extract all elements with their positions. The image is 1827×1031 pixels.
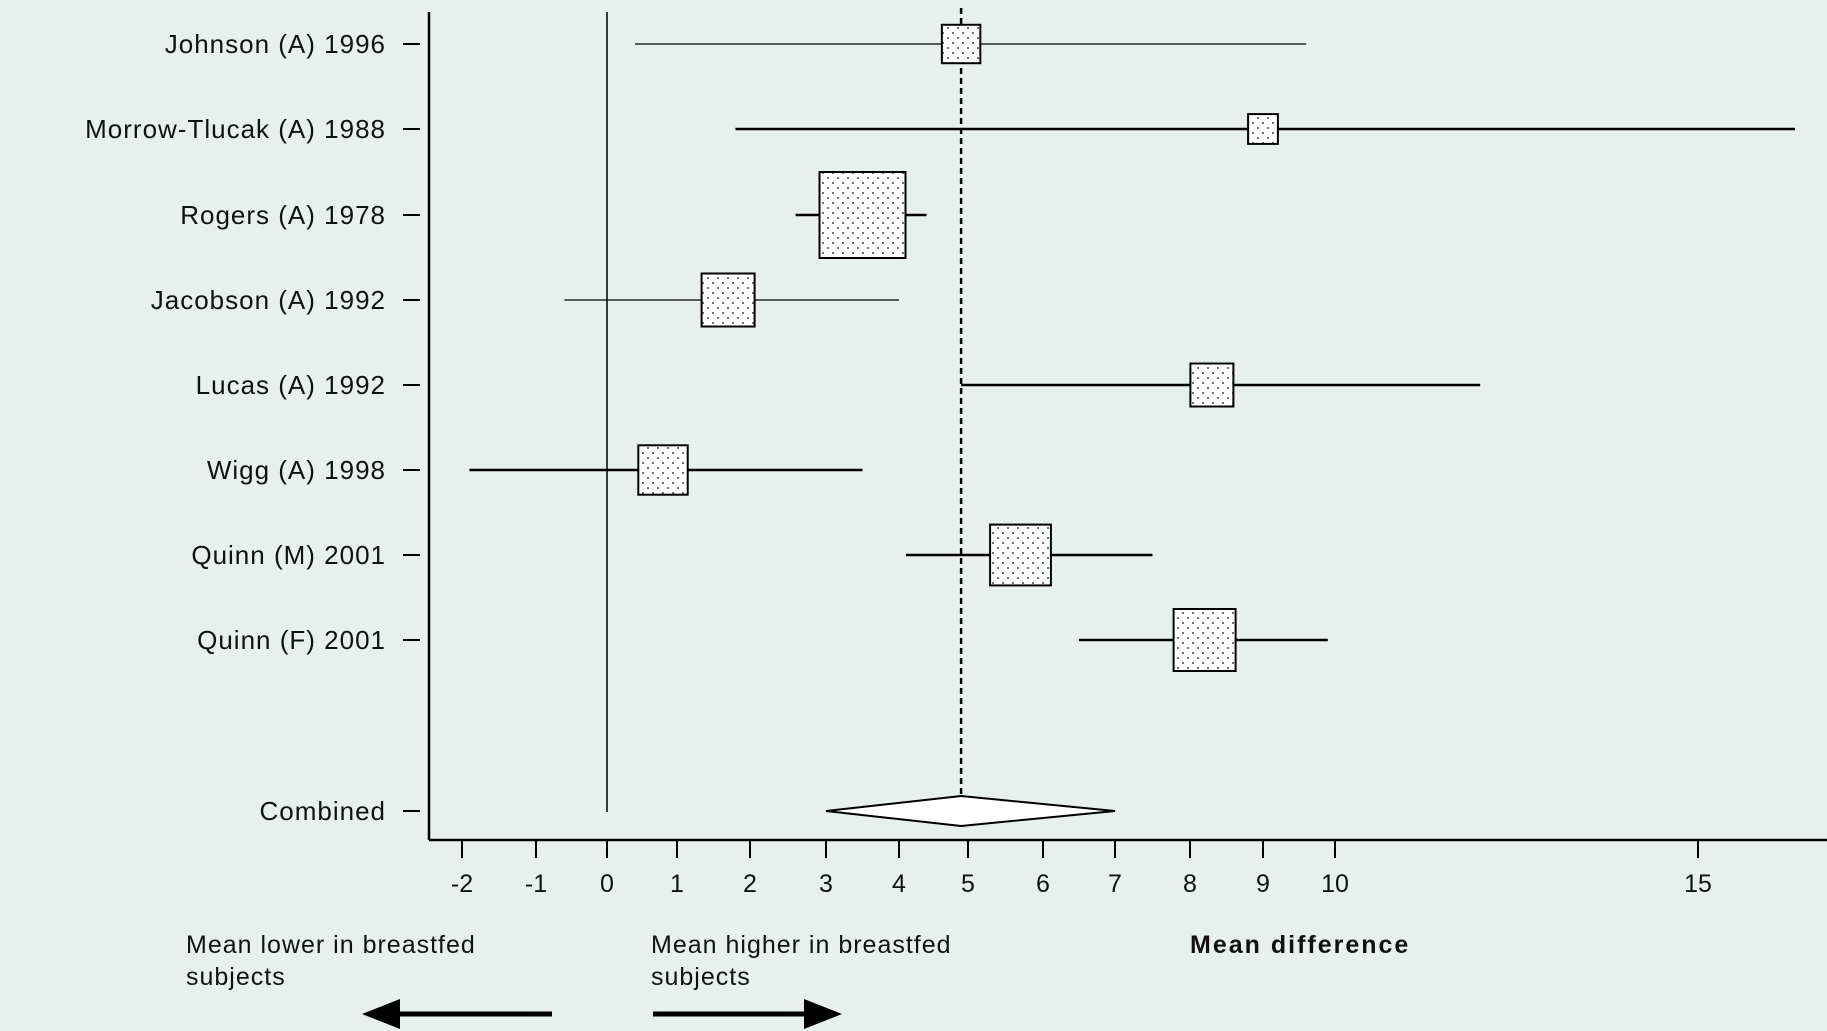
study-weight-box bbox=[818, 171, 907, 259]
study-row: Rogers (A) 1978 bbox=[180, 171, 927, 259]
annotation-higher-line1: Mean higher in breastfed bbox=[651, 931, 952, 959]
x-tick-label: 6 bbox=[1036, 870, 1050, 898]
study-weight-box bbox=[989, 523, 1052, 587]
study-weight-box bbox=[1172, 607, 1237, 673]
study-weight-box bbox=[1247, 113, 1279, 145]
x-tick-label: 3 bbox=[819, 870, 833, 898]
combined-label: Combined bbox=[259, 796, 386, 826]
study-row: Johnson (A) 1996 bbox=[165, 23, 1307, 65]
x-tick-label: 7 bbox=[1108, 870, 1122, 898]
study-weight-box bbox=[940, 23, 982, 65]
x-tick-label: -2 bbox=[451, 870, 473, 898]
study-label: Quinn (M) 2001 bbox=[191, 540, 386, 570]
annotation-lower-line2: subjects bbox=[186, 963, 286, 991]
arrow-left-icon bbox=[362, 999, 552, 1029]
x-tick-label: 15 bbox=[1684, 870, 1712, 898]
study-row: Wigg (A) 1998 bbox=[207, 444, 863, 496]
study-row: Quinn (F) 2001 bbox=[197, 607, 1328, 673]
x-axis-title: Mean difference bbox=[1190, 931, 1410, 959]
x-tick-label: 1 bbox=[670, 870, 684, 898]
x-tick-label: -1 bbox=[525, 870, 547, 898]
study-label: Rogers (A) 1978 bbox=[180, 200, 386, 230]
study-weight-box bbox=[700, 272, 756, 328]
study-label: Johnson (A) 1996 bbox=[165, 29, 386, 59]
study-label: Wigg (A) 1998 bbox=[207, 455, 386, 485]
combined-diamond bbox=[825, 794, 1116, 828]
study-weight-box bbox=[1189, 362, 1235, 408]
annotation-lower-line1: Mean lower in breastfed bbox=[186, 931, 476, 959]
study-label: Quinn (F) 2001 bbox=[197, 625, 386, 655]
x-tick-label: 4 bbox=[892, 870, 906, 898]
annotation-higher-line2: subjects bbox=[651, 963, 751, 991]
study-row: Morrow-Tlucak (A) 1988 bbox=[85, 113, 1795, 145]
study-row: Quinn (M) 2001 bbox=[191, 523, 1153, 587]
x-tick-label: 0 bbox=[600, 870, 614, 898]
x-tick-label: 9 bbox=[1256, 870, 1270, 898]
study-weight-box bbox=[637, 444, 689, 496]
x-tick-label: 2 bbox=[743, 870, 757, 898]
study-label: Jacobson (A) 1992 bbox=[151, 285, 386, 315]
x-tick-label: 5 bbox=[961, 870, 975, 898]
study-row: Lucas (A) 1992 bbox=[196, 362, 1481, 408]
study-row: Jacobson (A) 1992 bbox=[151, 272, 899, 328]
x-tick-label: 8 bbox=[1183, 870, 1197, 898]
arrow-right-icon bbox=[653, 999, 842, 1029]
x-tick-label: 10 bbox=[1321, 870, 1349, 898]
study-label: Lucas (A) 1992 bbox=[196, 370, 386, 400]
study-label: Morrow-Tlucak (A) 1988 bbox=[85, 114, 386, 144]
